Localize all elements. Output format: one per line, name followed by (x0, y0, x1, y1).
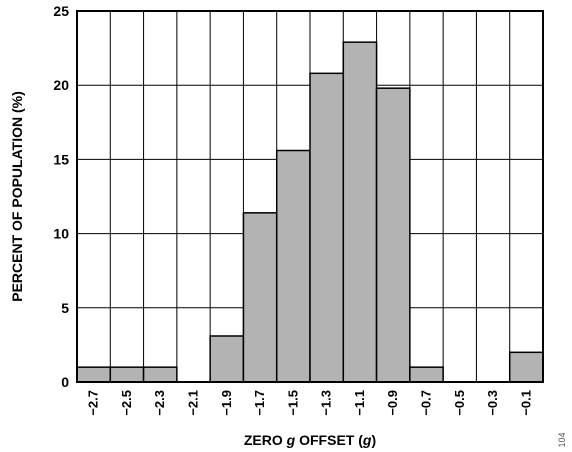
y-tick-label: 25 (53, 3, 69, 19)
bar (275, 149, 311, 383)
x-tick-label: −1.7 (252, 390, 267, 416)
bar (508, 351, 544, 383)
bar (209, 335, 245, 383)
x-axis-label-part-italic: g (286, 432, 296, 448)
y-tick-label: 15 (53, 151, 69, 167)
bar (109, 366, 145, 383)
bar (242, 212, 278, 383)
x-tick-label: −1.1 (352, 390, 367, 416)
bar (309, 72, 345, 383)
x-axis-label-part: ) (371, 432, 376, 448)
plot-frame (76, 10, 544, 383)
bar (76, 366, 112, 383)
figure-id: 104 (557, 432, 567, 447)
x-axis-label-part: ZERO (244, 432, 287, 448)
x-tick-label: −0.7 (419, 390, 434, 416)
x-axis-label-part: OFFSET ( (295, 432, 363, 448)
bar (375, 87, 411, 383)
x-tick-label: −0.1 (518, 390, 533, 416)
y-tick-label: 5 (61, 300, 69, 316)
x-tick-label: −1.9 (219, 390, 234, 416)
x-tick-label: −2.3 (152, 390, 167, 416)
x-tick-label: −0.5 (452, 390, 467, 416)
x-tick-label: −1.3 (319, 390, 334, 416)
x-tick-label: −2.5 (119, 390, 134, 416)
bars-group (76, 41, 544, 383)
bar (142, 366, 178, 383)
x-tick-label: −0.9 (385, 390, 400, 416)
x-tick-label: −2.1 (186, 390, 201, 416)
x-tick-labels: −2.7 −2.5 −2.3 −2.1 −1.9 −1.7 −1.5 −1.3 −1.1 −0.9… (86, 390, 534, 416)
x-tick-label: −1.5 (285, 390, 300, 416)
x-axis-label-part-italic: g (362, 432, 372, 448)
x-tick-label: −2.7 (86, 390, 101, 416)
x-axis-label: ZERO g OFFSET (g) (244, 432, 376, 448)
bar (409, 366, 444, 383)
y-tick-label: 0 (61, 374, 69, 390)
y-tick-label: 10 (53, 226, 69, 242)
bar (342, 41, 378, 383)
x-tick-label: −0.3 (485, 390, 500, 416)
y-tick-labels: 0 5 10 15 20 25 (53, 3, 69, 390)
y-tick-label: 20 (53, 77, 69, 93)
y-axis-label: PERCENT OF POPULATION (%) (9, 91, 25, 302)
